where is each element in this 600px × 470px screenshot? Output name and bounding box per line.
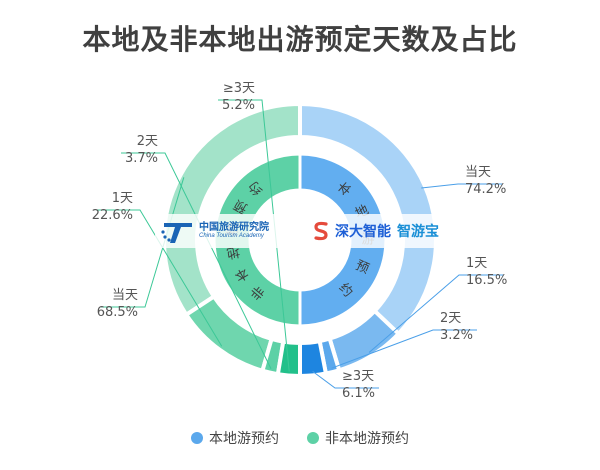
label-category-local-2: 2天: [440, 311, 461, 326]
outer-slice-nonlocal-1: [183, 293, 275, 374]
watermark-right: 深大智能 智游宝: [313, 221, 439, 241]
leader-line-local-2: [331, 329, 477, 369]
label-percent-nonlocal-0: 68.5%: [97, 305, 138, 320]
watermark-org-name-en: China Tourism Academy: [199, 233, 264, 240]
label-percent-local-3: 6.1%: [342, 386, 375, 401]
china-tourism-academy-logo-icon: [161, 223, 192, 243]
outer-slice-local-3: [298, 338, 329, 379]
label-percent-nonlocal-2: 3.7%: [125, 151, 158, 166]
legend-item-nonlocal[interactable]: 非本地游预约: [307, 428, 409, 448]
inner-label-local-char: 预: [353, 258, 371, 277]
leader-line-local-3: [312, 370, 379, 389]
label-category-nonlocal-1: 1天: [112, 191, 133, 206]
watermark-brand-2: 智游宝: [397, 224, 439, 240]
legend-label-local: 本地游预约: [209, 431, 279, 447]
leader-line-nonlocal-2: [121, 152, 272, 369]
leader-line-nonlocal-1: [96, 209, 223, 347]
label-category-local-0: 当天: [465, 165, 491, 180]
label-category-nonlocal-0: 当天: [112, 288, 138, 303]
label-category-local-3: ≥3天: [342, 369, 374, 384]
watermark: 中国旅游研究院 China Tourism Academy 深大智能 智游宝: [155, 214, 445, 248]
inner-label-nonlocal-char: 预: [232, 196, 251, 215]
outer-slice-nonlocal-3: [275, 339, 302, 379]
leader-line-local-0: [421, 183, 502, 189]
watermark-org-name: 中国旅游研究院: [199, 221, 269, 233]
legend-label-nonlocal: 非本地游预约: [325, 431, 409, 447]
label-category-nonlocal-3: ≥3天: [223, 81, 255, 96]
label-percent-local-1: 16.5%: [466, 273, 507, 288]
label-category-local-1: 1天: [466, 256, 487, 271]
label-percent-local-2: 3.2%: [440, 328, 473, 343]
inner-slice-nonlocal: [212, 152, 302, 328]
leader-line-nonlocal-3: [218, 99, 290, 372]
legend: 本地游预约 非本地游预约: [0, 428, 600, 448]
label-percent-local-0: 74.2%: [465, 182, 506, 197]
legend-item-local[interactable]: 本地游预约: [191, 428, 279, 448]
leader-line-local-1: [368, 274, 503, 353]
brand-s-logo-icon: [314, 221, 328, 241]
label-percent-nonlocal-1: 22.6%: [92, 208, 133, 223]
watermark-left: 中国旅游研究院 China Tourism Academy: [161, 217, 269, 245]
label-category-nonlocal-2: 2天: [137, 134, 158, 149]
watermark-brand-1: 深大智能: [335, 224, 391, 240]
inner-label-nonlocal-char: 本: [232, 264, 251, 283]
legend-dot-nonlocal: [307, 432, 319, 444]
chart-title: 本地及非本地出游预定天数及占比: [82, 23, 518, 56]
label-percent-nonlocal-3: 5.2%: [222, 98, 255, 113]
legend-dot-local: [191, 432, 203, 444]
